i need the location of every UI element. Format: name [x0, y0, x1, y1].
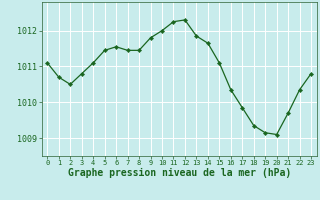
- X-axis label: Graphe pression niveau de la mer (hPa): Graphe pression niveau de la mer (hPa): [68, 168, 291, 178]
